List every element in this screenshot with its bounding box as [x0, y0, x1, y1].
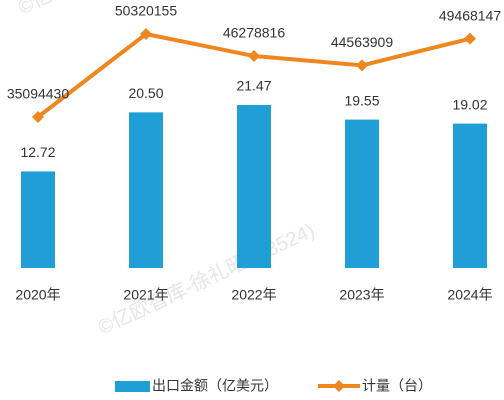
bar: [21, 171, 55, 268]
line: [36, 31, 471, 119]
data-label: 12.72: [20, 144, 55, 160]
data-label: 20.50: [128, 85, 163, 101]
marker: [356, 59, 368, 72]
x-tick-label: 2024年: [447, 287, 492, 303]
legend-swatch: [333, 380, 345, 392]
bar: [345, 119, 379, 268]
bar: [129, 112, 163, 268]
marker: [464, 32, 476, 45]
x-tick-label: 2020年: [15, 287, 60, 303]
marker: [140, 28, 152, 40]
marker: [32, 111, 44, 123]
x-tick-label: 2022年: [231, 287, 276, 303]
bar: [237, 105, 271, 268]
bar: [453, 123, 487, 268]
watermark: ©亿欧智库-徐礼昭 (93524): [95, 219, 319, 340]
legend-label: 计量（台）: [362, 378, 432, 394]
x-tick-label: 2023年: [339, 287, 384, 303]
data-label: 19.55: [344, 92, 379, 108]
data-label: 35094430: [7, 86, 70, 102]
legend-label: 出口金额（亿美元）: [152, 378, 278, 394]
data-label: 46278816: [223, 25, 286, 41]
marker: [248, 50, 260, 63]
data-label: 19.02: [452, 96, 487, 112]
data-label: 50320155: [115, 3, 178, 19]
x-tick-label: 2021年: [123, 287, 168, 303]
data-label: 49468147: [439, 7, 502, 23]
data-label: 21.47: [236, 78, 271, 94]
legend-swatch: [115, 381, 150, 392]
data-label: 44563909: [331, 34, 394, 50]
